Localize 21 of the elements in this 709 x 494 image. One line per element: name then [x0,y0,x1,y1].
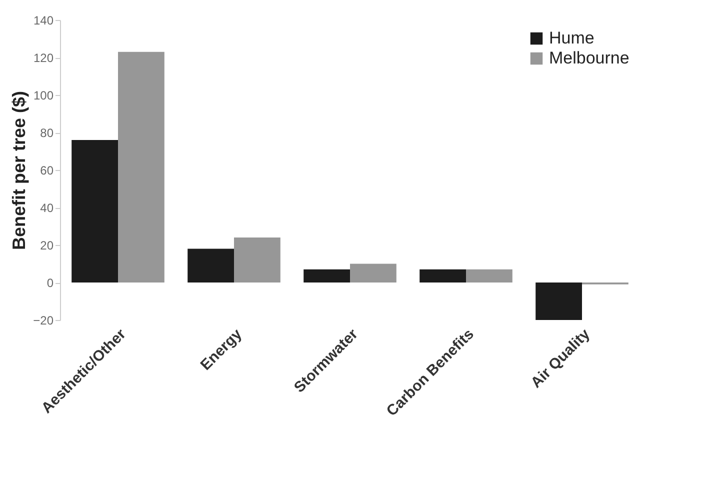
y-tick-label: 40 [40,201,54,215]
y-tick-label: 60 [40,164,54,178]
y-tick-label: 20 [40,238,54,252]
y-tick-label: 140 [33,14,54,28]
bar [118,52,164,282]
y-tick-label: 80 [40,126,54,140]
bar [350,264,396,282]
y-tick-label: 100 [33,88,54,102]
bar [304,269,350,282]
bar [466,269,512,282]
y-axis-title: Benefit per tree ($) [9,90,30,250]
bar [72,140,118,282]
bar [420,269,466,282]
legend-label: Hume [549,28,594,48]
y-tick-label: −20 [33,314,54,328]
y-tick-label: 120 [33,51,54,65]
bar [536,282,582,320]
bar [234,238,280,282]
bar [188,248,234,282]
legend-label: Melbourne [549,48,630,68]
y-tick-label: 0 [46,276,54,290]
